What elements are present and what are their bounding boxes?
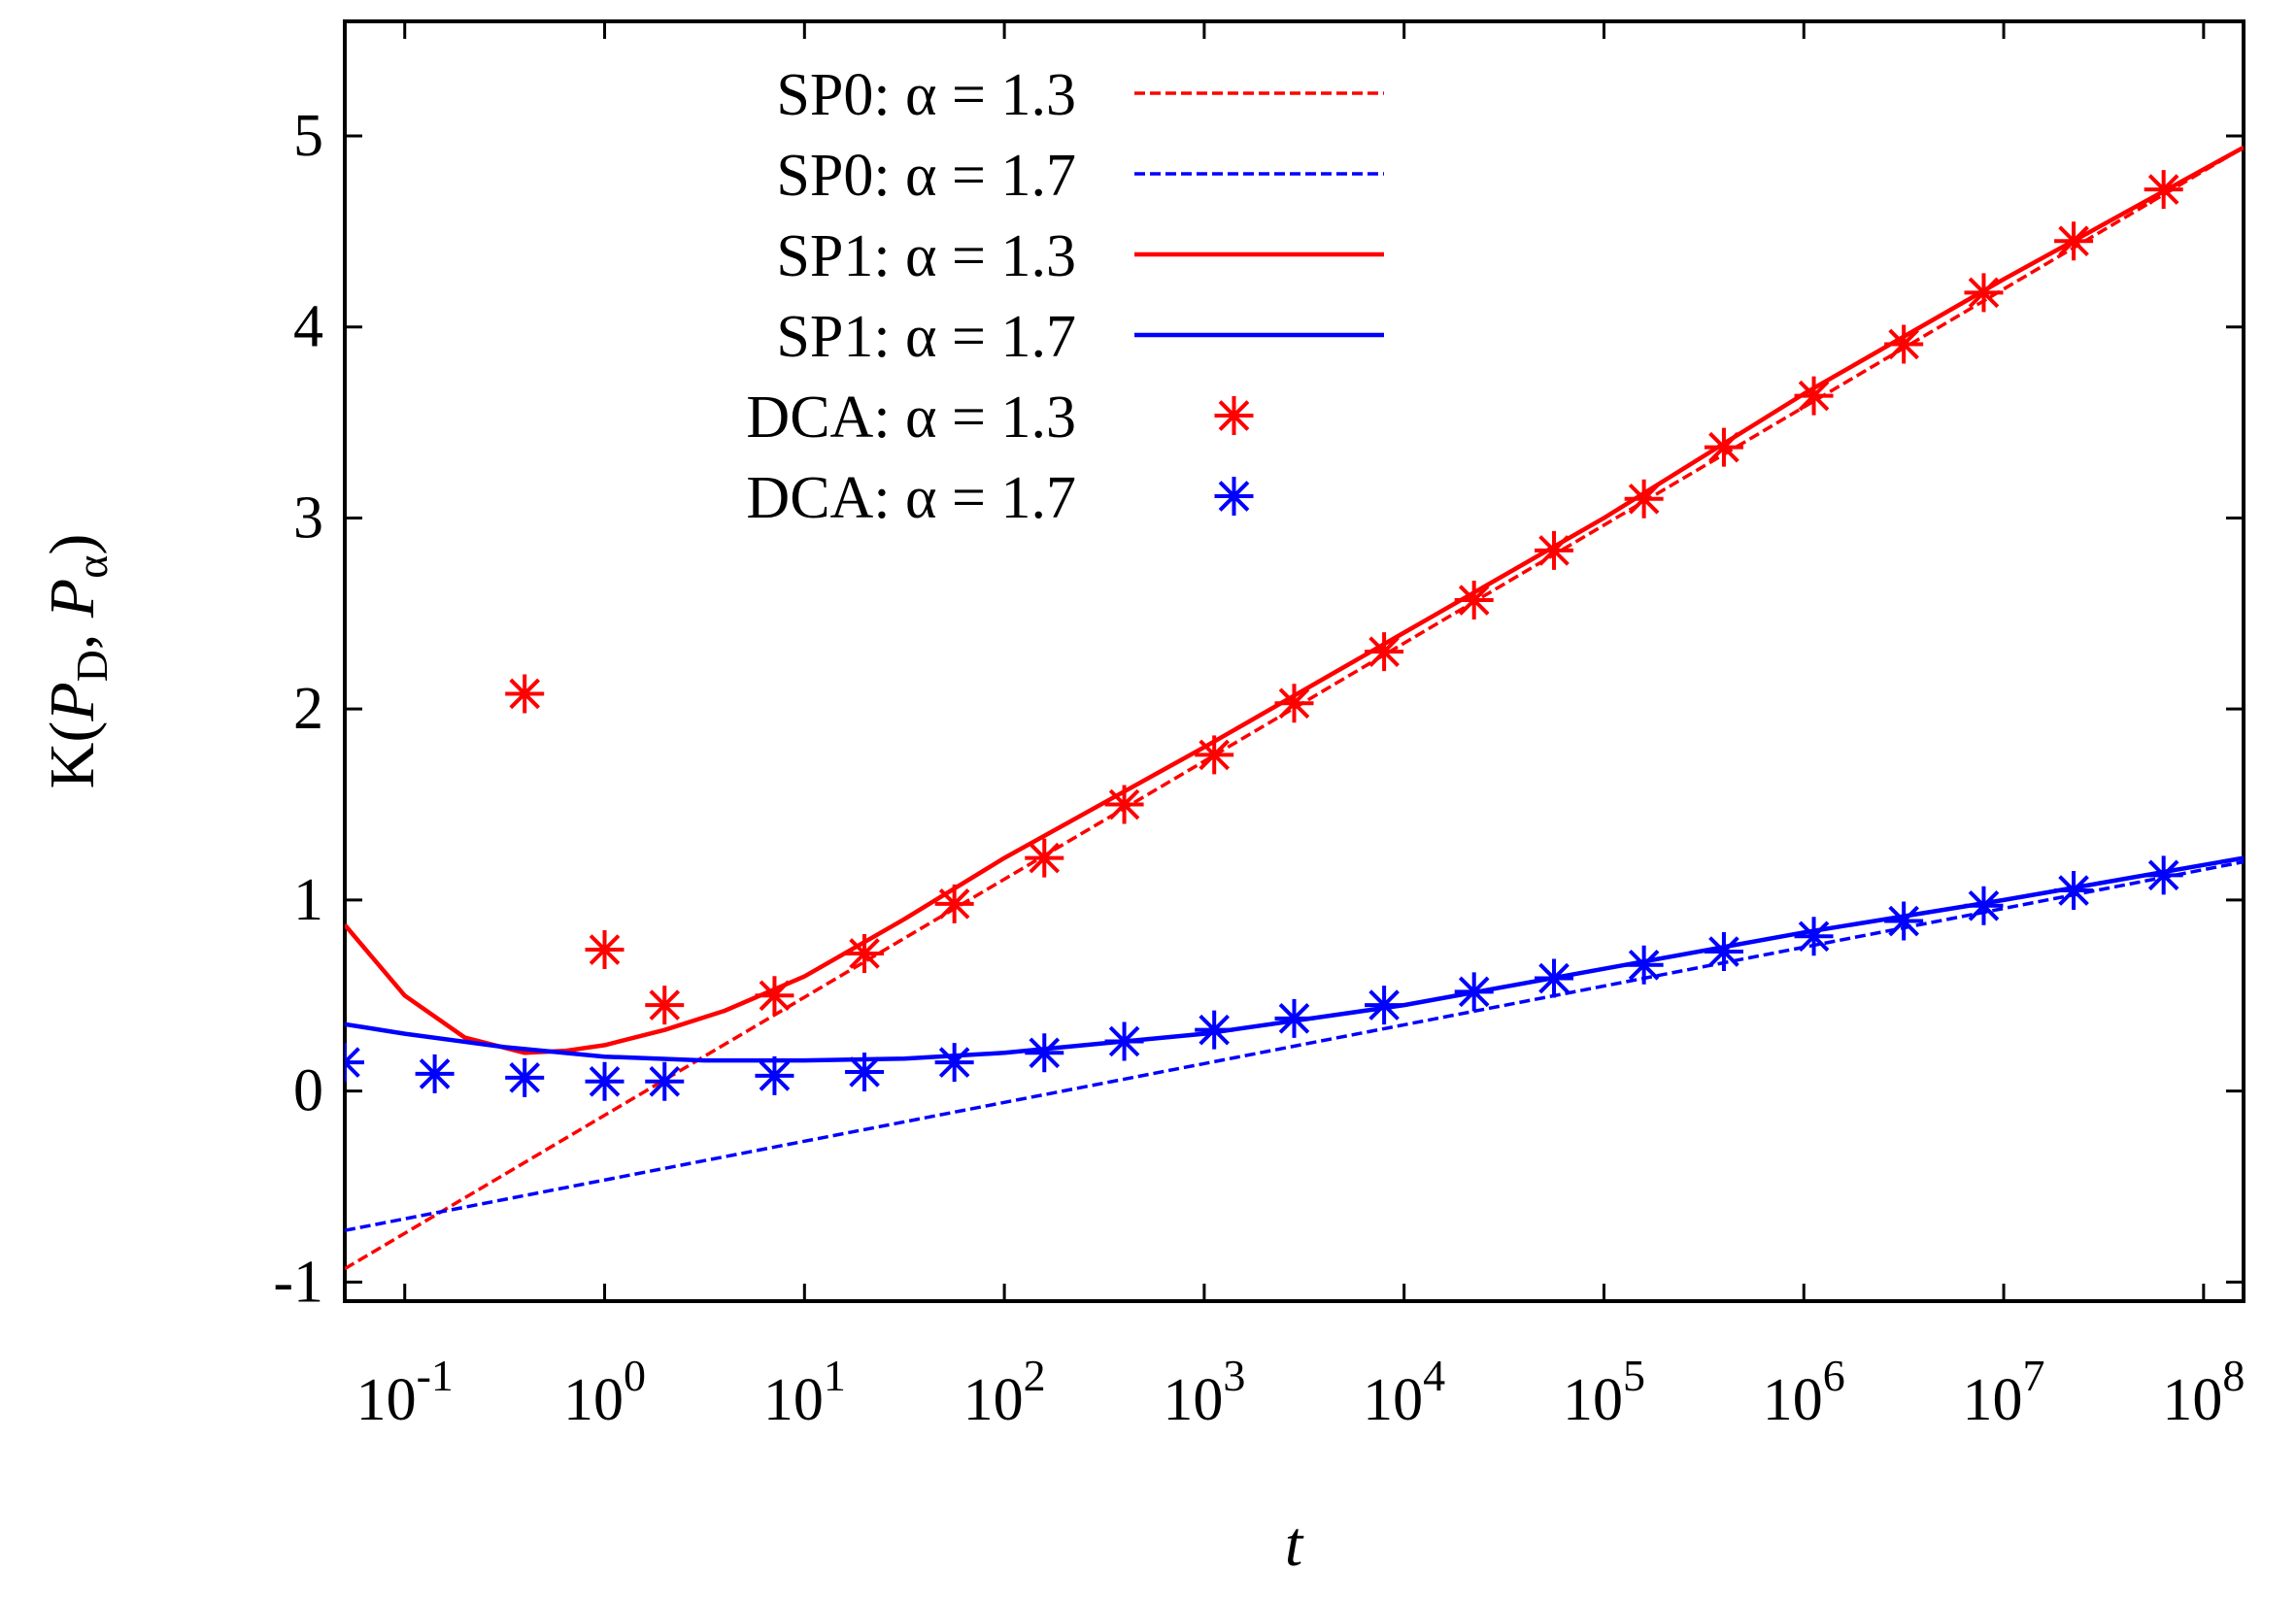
- x-tick-label: 10-1: [356, 1351, 454, 1433]
- y-tick-label: 3: [293, 485, 323, 551]
- y-tick-label: 5: [293, 103, 323, 169]
- x-tick-label: 102: [963, 1351, 1046, 1433]
- legend: SP0: α = 1.3 SP0: α = 1.7 SP1: α = 1.3 SP1:…: [746, 62, 1384, 531]
- data-point: [645, 986, 685, 1025]
- legend-label: SP0: α = 1.3: [776, 62, 1076, 128]
- x-tick-label: 104: [1363, 1351, 1445, 1433]
- data-point: [1274, 998, 1314, 1038]
- legend-entry: SP0: α = 1.7: [776, 143, 1384, 209]
- data-point: [1365, 632, 1404, 672]
- x-tick-label: 105: [1563, 1351, 1645, 1433]
- x-tick-label: 103: [1163, 1351, 1245, 1433]
- y-tick-label: 2: [293, 676, 323, 742]
- axis-ticks: -1 0 1 2 3 4 5 10-1 100 101 102 103 104 105 106 107 108: [273, 21, 2245, 1433]
- legend-label: SP0: α = 1.7: [776, 143, 1076, 209]
- y-tick-label: 0: [293, 1058, 323, 1124]
- data-point: [1454, 581, 1494, 620]
- legend-label: DCA: α = 1.7: [746, 465, 1076, 531]
- data-point: [645, 1061, 685, 1101]
- data-point: [505, 1057, 545, 1097]
- data-point: [2054, 871, 2094, 911]
- data-point: [1195, 1010, 1234, 1050]
- data-point: [1535, 530, 1574, 570]
- legend-swatch: [1214, 477, 1254, 516]
- legend-entry: DCA: α = 1.7: [746, 465, 1254, 531]
- series-1: [345, 859, 2244, 1232]
- data-point: [845, 933, 885, 973]
- data-point: [1025, 1033, 1064, 1073]
- series-layer: [345, 145, 2244, 1271]
- data-point: [1025, 838, 1064, 878]
- y-axis-label: K(PD, Pα): [37, 534, 117, 789]
- data-point: [585, 1061, 625, 1101]
- legend-entry: SP1: α = 1.3: [776, 223, 1384, 289]
- data-point: [345, 1043, 364, 1083]
- x-tick-label: 107: [1963, 1351, 2045, 1433]
- x-tick-label: 108: [2162, 1351, 2245, 1433]
- x-tick-label: 101: [763, 1351, 846, 1433]
- y-tick-label: 1: [293, 867, 323, 933]
- legend-label: SP1: α = 1.7: [776, 304, 1076, 370]
- series-5: [345, 855, 2183, 1101]
- series-3: [345, 855, 2244, 1063]
- legend-entry: SP0: α = 1.3: [776, 62, 1384, 128]
- series-line: [345, 859, 2244, 1232]
- data-point: [505, 674, 545, 714]
- series-line: [345, 855, 2244, 1063]
- legend-swatch: [1214, 396, 1254, 435]
- plot-frame: [343, 19, 2245, 1303]
- legend-label: DCA: α = 1.3: [746, 385, 1076, 451]
- data-point: [1195, 735, 1234, 775]
- data-point: [1535, 958, 1574, 998]
- data-point: [1704, 427, 1743, 467]
- data-point: [2144, 855, 2183, 895]
- data-point: [755, 976, 794, 1016]
- data-point: [845, 1052, 885, 1091]
- data-point: [1704, 932, 1743, 972]
- series-line: [345, 145, 2244, 1055]
- data-point: [415, 1054, 455, 1093]
- data-point: [1884, 324, 1924, 364]
- data-point: [2054, 221, 2094, 261]
- data-point: [1964, 273, 2004, 313]
- y-tick-label: -1: [273, 1249, 323, 1315]
- data-point: [934, 1043, 974, 1083]
- data-point: [1964, 886, 2004, 925]
- data-point: [1104, 785, 1144, 824]
- data-point: [1794, 917, 1834, 956]
- data-point: [934, 884, 974, 923]
- x-tick-label: 106: [1763, 1351, 1845, 1433]
- legend-entry: DCA: α = 1.3: [746, 385, 1254, 451]
- x-tick-label: 100: [563, 1351, 646, 1433]
- y-tick-label: 4: [293, 294, 323, 360]
- data-point: [1624, 479, 1664, 519]
- data-point: [1365, 986, 1404, 1025]
- data-point: [1454, 972, 1494, 1012]
- data-point: [1104, 1021, 1144, 1061]
- series-4: [505, 170, 2183, 1025]
- series-2: [345, 145, 2244, 1055]
- data-point: [1884, 901, 1924, 941]
- data-point: [2144, 170, 2183, 210]
- data-point: [1794, 376, 1834, 416]
- data-point: [755, 1055, 794, 1095]
- data-point: [1274, 684, 1314, 723]
- data-point: [585, 930, 625, 970]
- legend-label: SP1: α = 1.3: [776, 223, 1076, 289]
- x-axis-label: t: [1285, 1509, 1304, 1580]
- legend-entry: SP1: α = 1.7: [776, 304, 1384, 370]
- data-point: [1624, 945, 1664, 985]
